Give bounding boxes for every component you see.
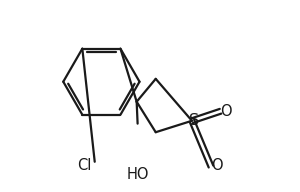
Text: S: S — [189, 113, 199, 128]
Text: HO: HO — [126, 167, 149, 182]
Text: O: O — [220, 104, 232, 119]
Text: O: O — [211, 158, 223, 173]
Text: Cl: Cl — [77, 158, 92, 173]
